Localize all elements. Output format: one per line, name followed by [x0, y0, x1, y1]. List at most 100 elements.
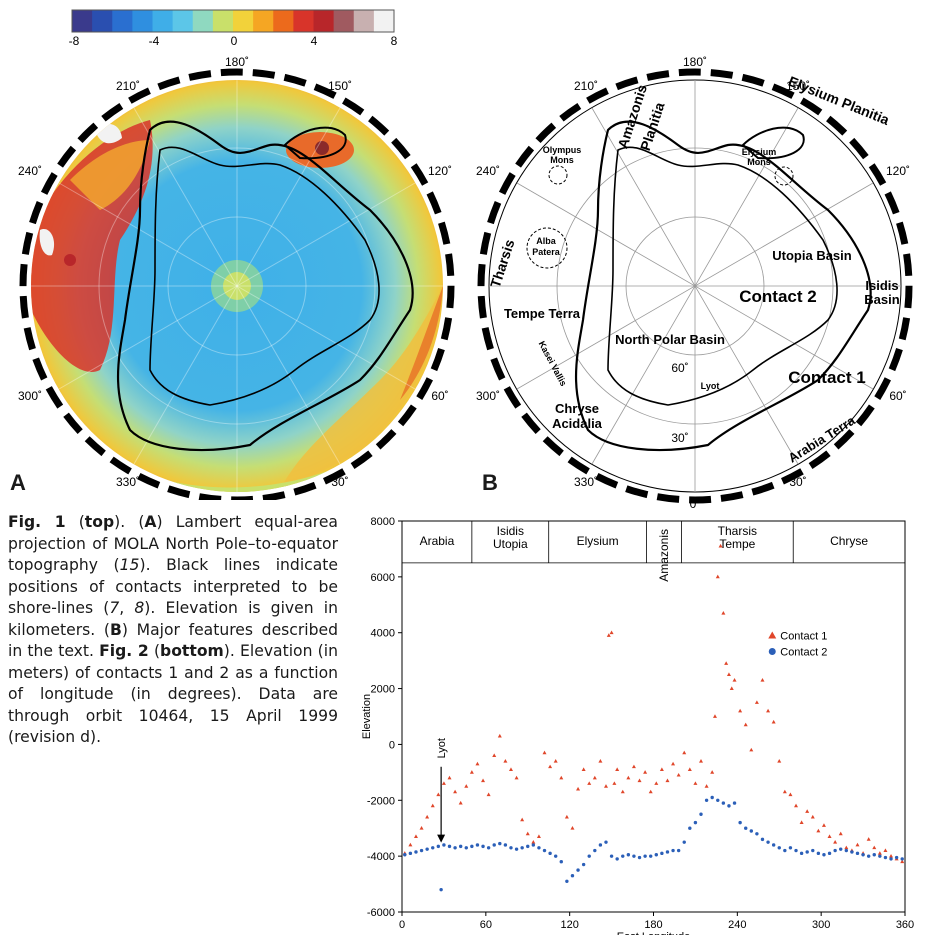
- contact-1-point: [469, 770, 474, 774]
- feature-label: Isidis: [865, 278, 898, 293]
- contact-1-point: [699, 758, 704, 763]
- contact-1-point: [659, 767, 664, 771]
- colorbar-swatch: [152, 10, 174, 32]
- contact-1-point: [671, 761, 676, 766]
- legend-marker: [768, 631, 777, 639]
- contact-2-point: [576, 868, 580, 872]
- colorbar-swatch: [313, 10, 335, 32]
- contact-1-point: [754, 700, 759, 704]
- contact-1-point: [810, 814, 815, 819]
- contact-2-point: [509, 846, 513, 850]
- contact-2-point: [492, 843, 496, 847]
- contact-1-point: [710, 770, 715, 774]
- contact-2-point: [548, 851, 552, 856]
- contact-2-point: [699, 812, 703, 816]
- contact-1-point: [598, 758, 603, 763]
- colorbar-swatch: [132, 10, 153, 32]
- feature-label: Lyot: [701, 381, 720, 391]
- longitude-label: 60˚: [889, 389, 906, 403]
- contact-1-point: [497, 733, 502, 738]
- caption-text: ) Lambert equal-area projection of MOLA …: [8, 513, 338, 574]
- lyot-annotation: Lyot: [436, 738, 448, 758]
- contact-1-point: [816, 828, 821, 833]
- contact-2-point: [839, 847, 843, 851]
- y-tick-label: 6000: [371, 572, 395, 584]
- arabia-highland: [280, 286, 443, 490]
- contact-1-point: [788, 792, 793, 797]
- contact-1-line: [116, 120, 414, 452]
- contact-1-point: [531, 839, 536, 844]
- contact-2-point: [799, 851, 804, 856]
- contact-1-point: [900, 859, 905, 864]
- contact-2-point: [889, 857, 893, 861]
- contact-2-point: [442, 843, 446, 847]
- contact-2-point: [542, 848, 547, 853]
- volcano-peak: [64, 254, 76, 266]
- colorbar-tick-label: 4: [311, 34, 318, 48]
- contact-1-point: [889, 853, 894, 858]
- olympus-mons-outline: [548, 165, 568, 185]
- contact-2-point: [727, 804, 731, 808]
- contact-2-point: [861, 853, 865, 857]
- feature-label: Elysium: [742, 147, 777, 157]
- contact-2-point: [783, 848, 787, 853]
- longitude-label: 210˚: [116, 79, 140, 93]
- legend-label: Contact 1: [780, 631, 827, 643]
- caption-text: ,: [119, 599, 135, 617]
- feature-label: North Polar Basin: [615, 332, 725, 347]
- highland-slope: [70, 140, 150, 210]
- longitude-label: 180˚: [225, 55, 249, 69]
- contact-1-point: [637, 778, 642, 783]
- contact-2-point: [503, 843, 508, 847]
- contact-2-point: [419, 848, 424, 853]
- contact-2-point: [587, 854, 591, 858]
- polar-cap-center: [223, 272, 251, 300]
- contact-1-point: [606, 633, 611, 637]
- contact-1-point: [564, 814, 569, 819]
- alba-patera-outline: [526, 227, 568, 269]
- elysium-mons-peak: [315, 141, 329, 155]
- contact-2-point: [827, 851, 832, 856]
- contact-1-point: [419, 826, 424, 830]
- caption-text: . Elevation (in meters) of contacts 1 an…: [8, 642, 338, 746]
- contact-1-point: [777, 758, 782, 763]
- colorbar-swatch: [233, 10, 254, 32]
- contact-2-point: [822, 853, 826, 857]
- contact-1-point: [844, 845, 849, 850]
- contact-1-point: [631, 764, 636, 769]
- graticule-lines: [31, 80, 443, 492]
- feature-label: Patera: [532, 247, 561, 257]
- contact-2-point: [777, 846, 781, 850]
- contact-1-point: [626, 775, 631, 780]
- contact-2-point: [520, 846, 524, 850]
- feature-map: 180˚ 150˚ 210˚ 120˚ 240˚ 60˚ 300˚ 330˚ 3…: [476, 55, 913, 510]
- contact-1-point: [749, 747, 754, 752]
- contact-1-point: [559, 775, 564, 780]
- contact-1-line: [283, 126, 347, 160]
- contact-1-point: [729, 686, 734, 690]
- y-tick-label: -4000: [367, 851, 395, 863]
- longitude-label: 150˚: [786, 79, 810, 93]
- contact-2-point: [855, 851, 860, 856]
- longitude-label: 210˚: [574, 79, 598, 93]
- feature-label: Olympus: [543, 145, 582, 155]
- region-label: Isidis: [497, 524, 524, 538]
- contact-2-point: [693, 820, 698, 825]
- contact-1-point: [508, 767, 513, 771]
- contact-2-point: [755, 832, 759, 836]
- contact-1-point: [872, 845, 877, 850]
- contact-2-point: [660, 851, 664, 856]
- contact-1-point: [833, 839, 838, 844]
- contact-2-point: [481, 844, 485, 849]
- contact-2-point: [447, 844, 452, 849]
- contact-1-point: [503, 758, 508, 763]
- caption-text: ) Major features described in the text.: [8, 620, 339, 661]
- contact-2-point: [632, 854, 636, 858]
- contact-1-point: [794, 803, 799, 808]
- contact-2-point: [598, 843, 603, 847]
- contact-1-line: [741, 126, 805, 160]
- legend-marker: [768, 648, 776, 656]
- caption-ref: 15: [119, 556, 140, 574]
- contact-2-point: [621, 854, 625, 858]
- colorbar-tick-label: 0: [231, 34, 238, 48]
